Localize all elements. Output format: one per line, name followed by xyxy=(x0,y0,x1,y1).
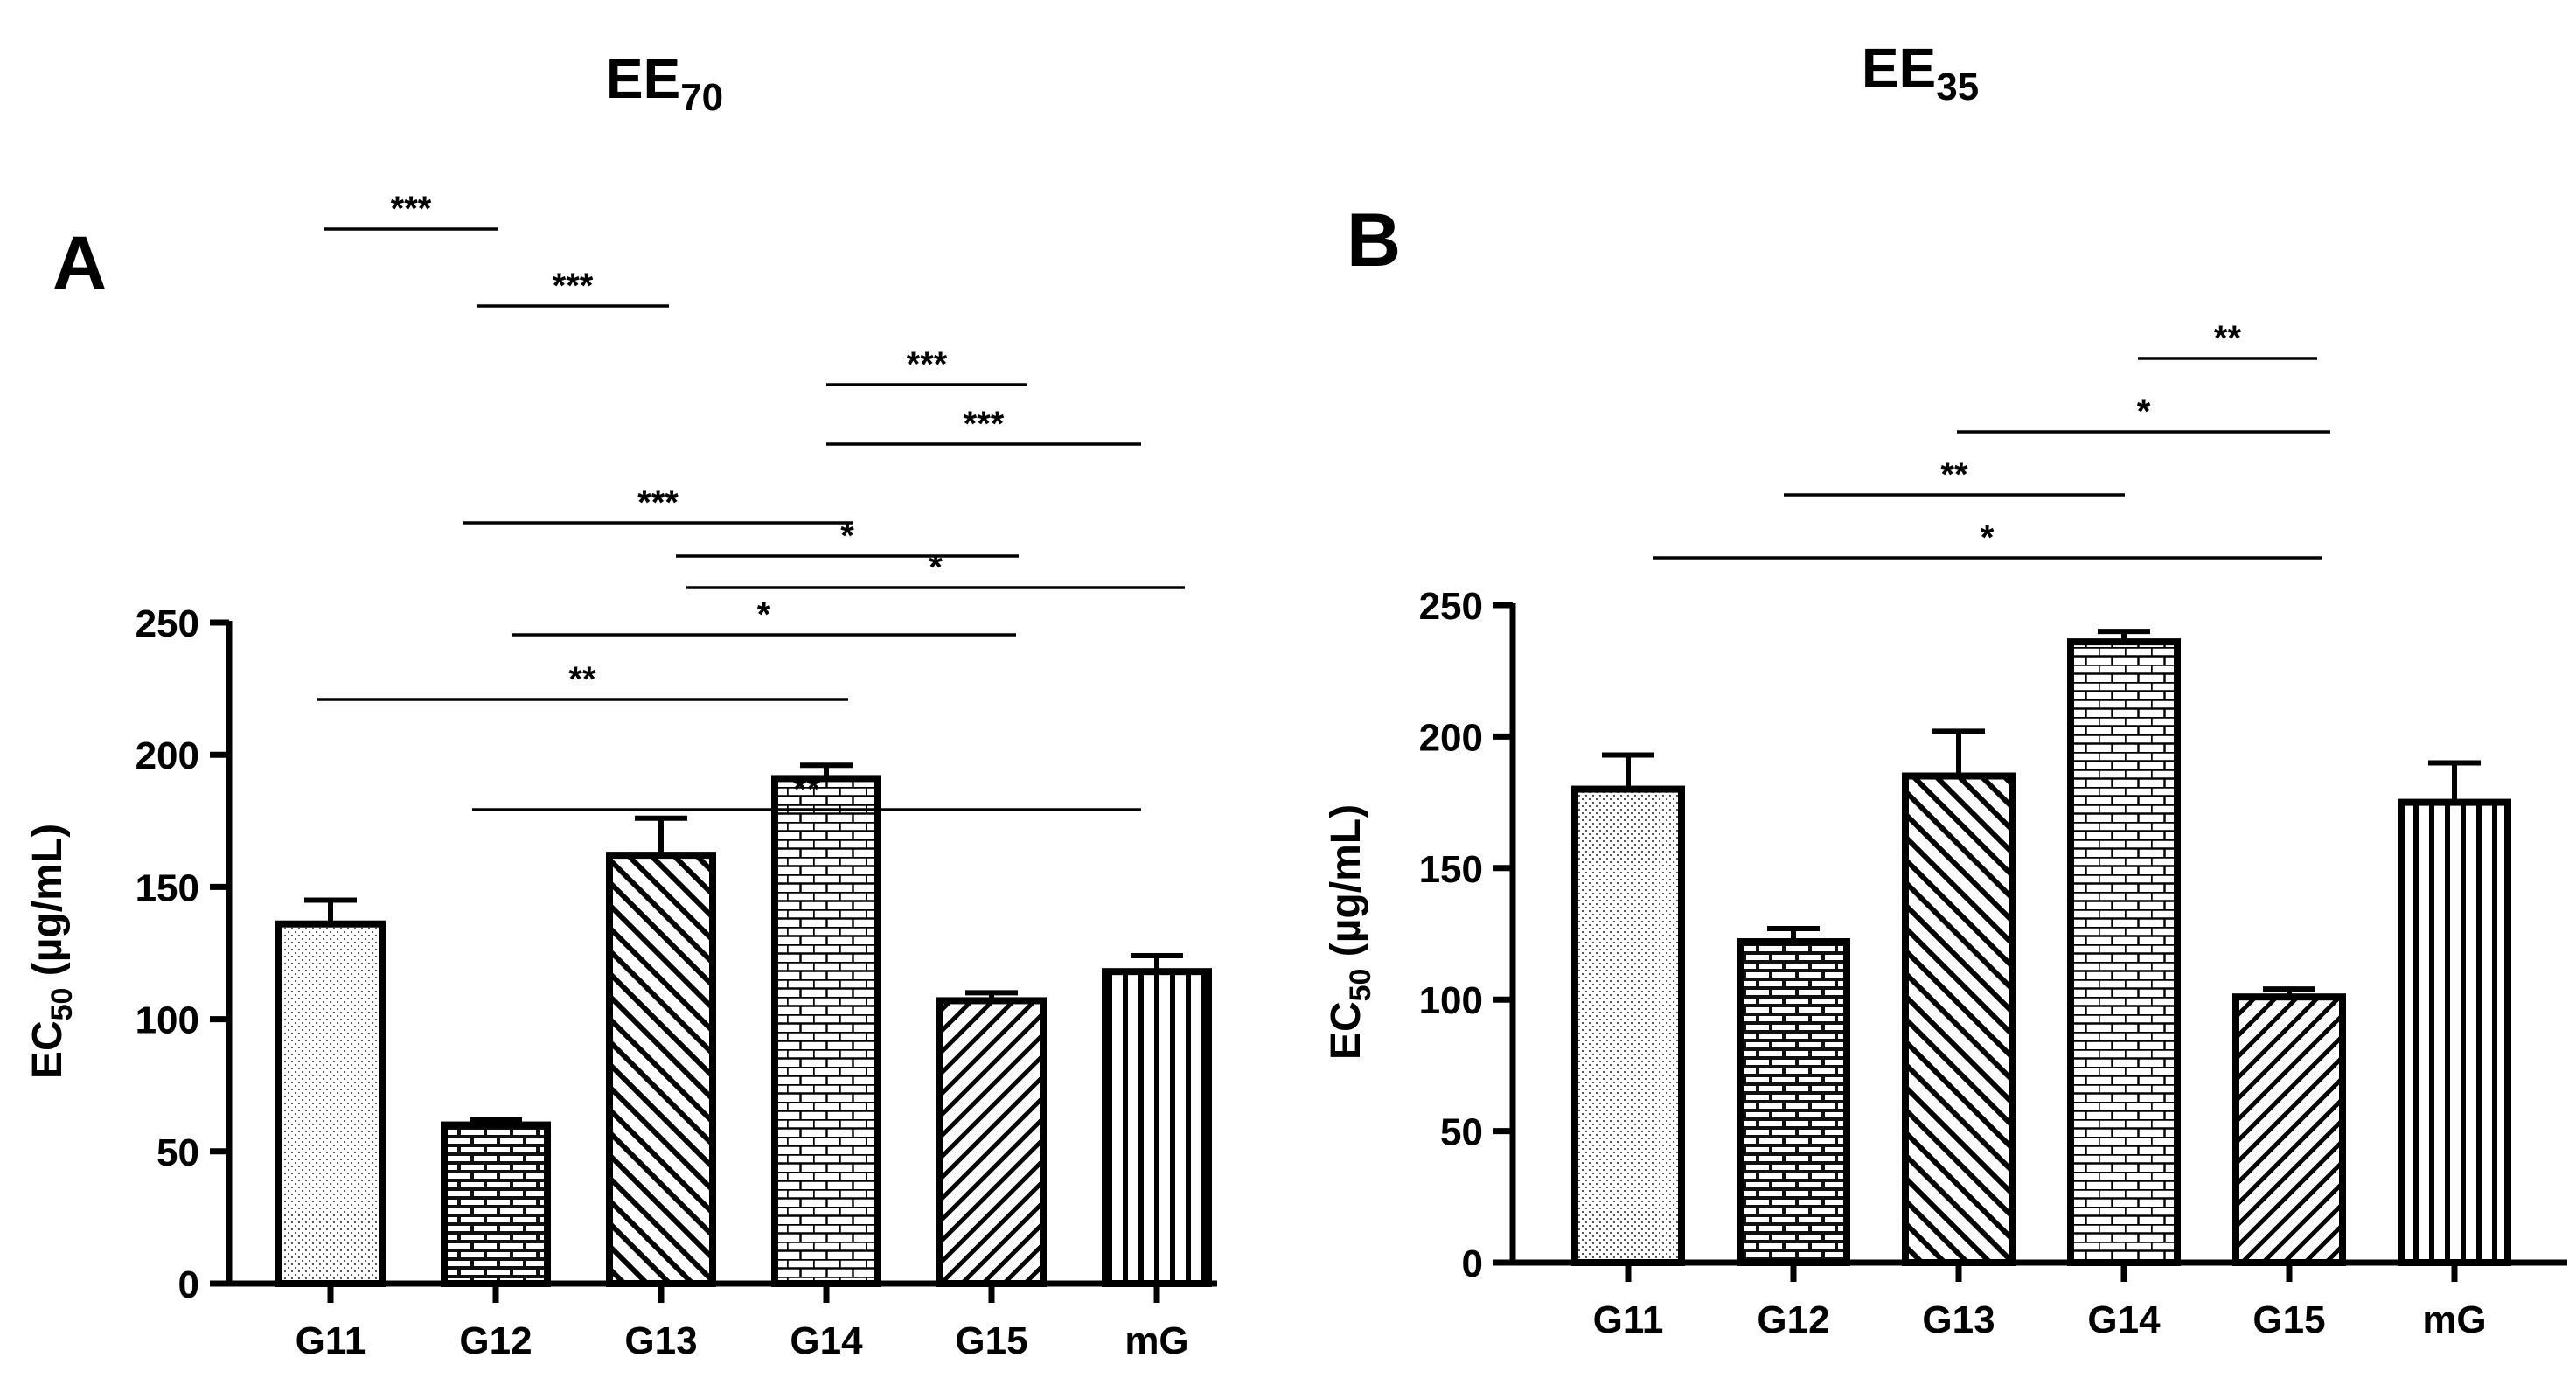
x-tick-label: G12 xyxy=(459,1319,532,1362)
bar-g12 xyxy=(1737,938,1850,1267)
significance-label: * xyxy=(1981,519,1995,557)
bar-g12 xyxy=(441,1121,551,1288)
x-tick-label: G13 xyxy=(624,1319,697,1362)
significance-label: * xyxy=(840,517,854,555)
y-tick-label: 50 xyxy=(157,1131,199,1174)
x-tick-label: G15 xyxy=(955,1319,1027,1362)
significance-label: *** xyxy=(553,267,594,305)
bar-g14 xyxy=(2067,638,2181,1266)
y-tick-label: 100 xyxy=(136,999,199,1042)
significance-label: *** xyxy=(391,190,432,228)
y-tick-label: 150 xyxy=(1419,848,1483,891)
y-tick-label: 250 xyxy=(1419,585,1483,628)
x-tick-label: mG xyxy=(1124,1319,1188,1362)
significance-label: ** xyxy=(793,770,821,809)
bar-mg xyxy=(2398,798,2511,1266)
significance-label: * xyxy=(929,548,943,587)
bar-g13 xyxy=(606,852,716,1287)
bar-g13 xyxy=(1902,772,2016,1266)
bar-mg xyxy=(1102,968,1212,1287)
significance-label: ** xyxy=(568,660,596,699)
significance-label: *** xyxy=(964,405,1005,443)
significance-label: *** xyxy=(907,345,948,384)
significance-label: * xyxy=(757,595,771,634)
x-tick-label: G13 xyxy=(1922,1298,1995,1341)
bar-g15 xyxy=(2232,993,2346,1267)
x-tick-label: G14 xyxy=(2087,1298,2161,1341)
significance-label: ** xyxy=(1940,456,1968,494)
x-tick-label: G11 xyxy=(1593,1298,1664,1341)
bar-g11 xyxy=(275,920,386,1287)
bar-g11 xyxy=(1571,785,1685,1266)
panel-a-title: EE70 xyxy=(606,47,723,119)
x-tick-label: G15 xyxy=(2252,1298,2325,1341)
panel-b: EE35 B EC50 (µg/mL) 0 50 100 150 200 250 G11 G1… xyxy=(1323,37,2567,1341)
x-tick-label: mG xyxy=(2422,1298,2486,1341)
panel-b-title: EE35 xyxy=(1862,37,1979,108)
x-tick-label: G11 xyxy=(296,1319,366,1362)
y-tick-label: 200 xyxy=(136,734,199,777)
panel-b-letter: B xyxy=(1347,198,1401,282)
bar-g14 xyxy=(771,775,881,1287)
panel-a-letter: A xyxy=(52,221,107,305)
x-tick-label: G12 xyxy=(1757,1298,1829,1341)
y-tick-label: 0 xyxy=(178,1263,199,1306)
significance-label: *** xyxy=(637,484,679,522)
panel-a-y-axis-label: EC50 (µg/mL) xyxy=(24,824,79,1079)
y-tick-label: 0 xyxy=(1462,1242,1483,1285)
panel-a: EE70 A EC50 (µg/mL) 0 50 100 150 200 250 G11 G1… xyxy=(24,47,1217,1362)
y-tick-label: 100 xyxy=(1419,979,1483,1022)
y-tick-label: 200 xyxy=(1419,716,1483,759)
x-tick-label: G14 xyxy=(790,1319,863,1362)
y-tick-label: 250 xyxy=(136,602,199,645)
y-tick-label: 50 xyxy=(1440,1111,1483,1154)
significance-label: * xyxy=(2137,393,2151,431)
significance-label: ** xyxy=(2214,319,2242,358)
panel-b-y-axis-label: EC50 (µg/mL) xyxy=(1323,804,1377,1060)
y-tick-label: 150 xyxy=(136,866,199,909)
bar-g15 xyxy=(936,997,1047,1287)
